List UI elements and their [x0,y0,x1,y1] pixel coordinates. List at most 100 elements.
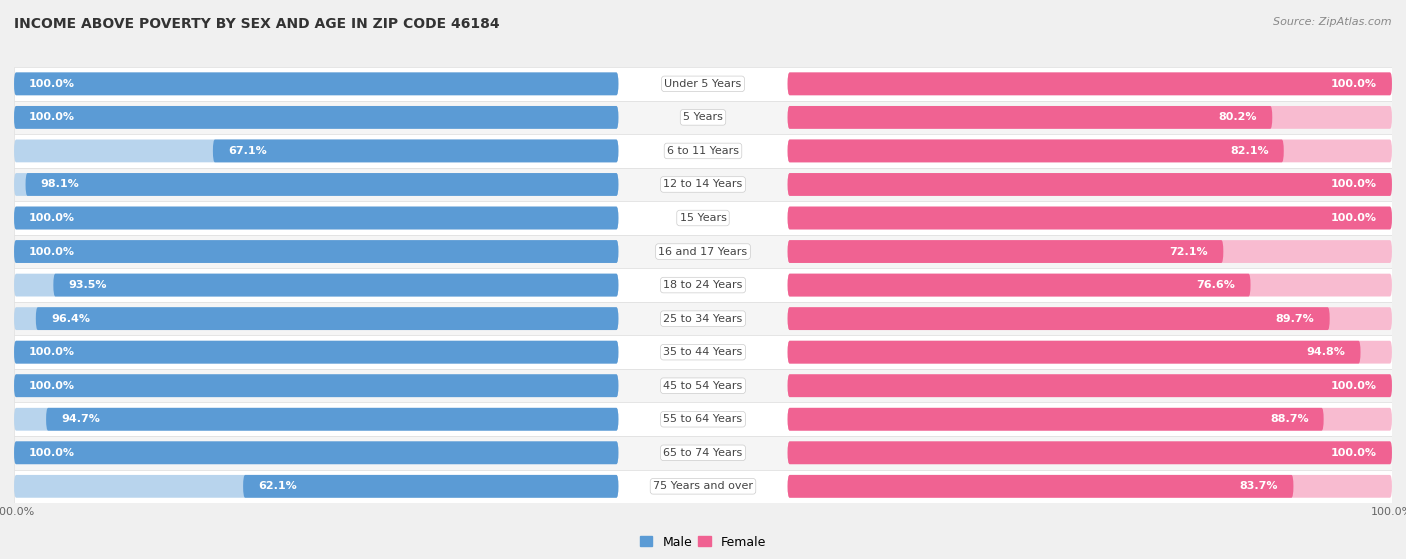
FancyBboxPatch shape [787,73,1392,95]
Text: 6 to 11 Years: 6 to 11 Years [666,146,740,156]
Text: 82.1%: 82.1% [1230,146,1268,156]
FancyBboxPatch shape [46,408,619,430]
FancyBboxPatch shape [787,341,1361,363]
Text: 65 to 74 Years: 65 to 74 Years [664,448,742,458]
FancyBboxPatch shape [14,101,1392,134]
FancyBboxPatch shape [787,106,1392,129]
FancyBboxPatch shape [14,341,619,363]
Text: 89.7%: 89.7% [1275,314,1315,324]
FancyBboxPatch shape [787,140,1392,162]
Text: 76.6%: 76.6% [1197,280,1236,290]
Text: 93.5%: 93.5% [69,280,107,290]
FancyBboxPatch shape [14,168,1392,201]
Text: 98.1%: 98.1% [41,179,79,190]
Text: 18 to 24 Years: 18 to 24 Years [664,280,742,290]
FancyBboxPatch shape [14,470,1392,503]
Text: 100.0%: 100.0% [30,347,75,357]
Text: 55 to 64 Years: 55 to 64 Years [664,414,742,424]
FancyBboxPatch shape [53,274,619,296]
FancyBboxPatch shape [14,240,619,263]
Text: 100.0%: 100.0% [30,112,75,122]
Text: 62.1%: 62.1% [259,481,297,491]
FancyBboxPatch shape [14,106,619,129]
Text: 100.0%: 100.0% [30,79,75,89]
FancyBboxPatch shape [787,240,1392,263]
Text: 45 to 54 Years: 45 to 54 Years [664,381,742,391]
FancyBboxPatch shape [14,335,1392,369]
FancyBboxPatch shape [787,307,1392,330]
FancyBboxPatch shape [787,408,1392,430]
FancyBboxPatch shape [14,408,619,430]
FancyBboxPatch shape [14,73,619,95]
Text: 94.7%: 94.7% [62,414,100,424]
FancyBboxPatch shape [14,307,619,330]
FancyBboxPatch shape [14,207,619,229]
Text: 94.8%: 94.8% [1306,347,1346,357]
FancyBboxPatch shape [14,201,1392,235]
Text: 35 to 44 Years: 35 to 44 Years [664,347,742,357]
Text: 25 to 34 Years: 25 to 34 Years [664,314,742,324]
FancyBboxPatch shape [14,442,619,464]
FancyBboxPatch shape [14,140,619,162]
FancyBboxPatch shape [14,73,619,95]
FancyBboxPatch shape [787,475,1392,498]
FancyBboxPatch shape [14,475,619,498]
FancyBboxPatch shape [787,106,1272,129]
FancyBboxPatch shape [14,235,1392,268]
FancyBboxPatch shape [14,436,1392,470]
Text: 100.0%: 100.0% [1331,381,1376,391]
Text: 96.4%: 96.4% [51,314,90,324]
Text: 75 Years and over: 75 Years and over [652,481,754,491]
FancyBboxPatch shape [787,375,1392,397]
FancyBboxPatch shape [14,134,1392,168]
Text: 100.0%: 100.0% [1331,179,1376,190]
FancyBboxPatch shape [14,268,1392,302]
FancyBboxPatch shape [14,106,619,129]
FancyBboxPatch shape [787,274,1250,296]
Text: 12 to 14 Years: 12 to 14 Years [664,179,742,190]
Text: Under 5 Years: Under 5 Years [665,79,741,89]
FancyBboxPatch shape [14,207,619,229]
Text: 100.0%: 100.0% [30,213,75,223]
FancyBboxPatch shape [35,307,619,330]
FancyBboxPatch shape [14,274,619,296]
Text: 80.2%: 80.2% [1219,112,1257,122]
Text: 100.0%: 100.0% [1331,448,1376,458]
FancyBboxPatch shape [787,207,1392,229]
FancyBboxPatch shape [787,73,1392,95]
FancyBboxPatch shape [14,240,619,263]
FancyBboxPatch shape [787,341,1392,363]
FancyBboxPatch shape [14,173,619,196]
FancyBboxPatch shape [787,207,1392,229]
Text: 72.1%: 72.1% [1170,247,1208,257]
Text: 100.0%: 100.0% [30,448,75,458]
FancyBboxPatch shape [243,475,619,498]
FancyBboxPatch shape [787,442,1392,464]
FancyBboxPatch shape [787,442,1392,464]
FancyBboxPatch shape [14,375,619,397]
Text: 16 and 17 Years: 16 and 17 Years [658,247,748,257]
Text: 100.0%: 100.0% [1331,79,1376,89]
Text: 100.0%: 100.0% [30,247,75,257]
Text: 100.0%: 100.0% [1331,213,1376,223]
FancyBboxPatch shape [787,173,1392,196]
Text: Source: ZipAtlas.com: Source: ZipAtlas.com [1274,17,1392,27]
Text: 100.0%: 100.0% [30,381,75,391]
FancyBboxPatch shape [787,173,1392,196]
FancyBboxPatch shape [25,173,619,196]
Legend: Male, Female: Male, Female [636,530,770,553]
Text: 88.7%: 88.7% [1270,414,1309,424]
Text: 5 Years: 5 Years [683,112,723,122]
FancyBboxPatch shape [14,402,1392,436]
Text: INCOME ABOVE POVERTY BY SEX AND AGE IN ZIP CODE 46184: INCOME ABOVE POVERTY BY SEX AND AGE IN Z… [14,17,499,31]
Text: 15 Years: 15 Years [679,213,727,223]
FancyBboxPatch shape [787,140,1284,162]
FancyBboxPatch shape [787,375,1392,397]
FancyBboxPatch shape [14,341,619,363]
FancyBboxPatch shape [787,307,1330,330]
FancyBboxPatch shape [787,274,1392,296]
FancyBboxPatch shape [212,140,619,162]
FancyBboxPatch shape [787,475,1294,498]
Text: 83.7%: 83.7% [1240,481,1278,491]
FancyBboxPatch shape [787,240,1223,263]
